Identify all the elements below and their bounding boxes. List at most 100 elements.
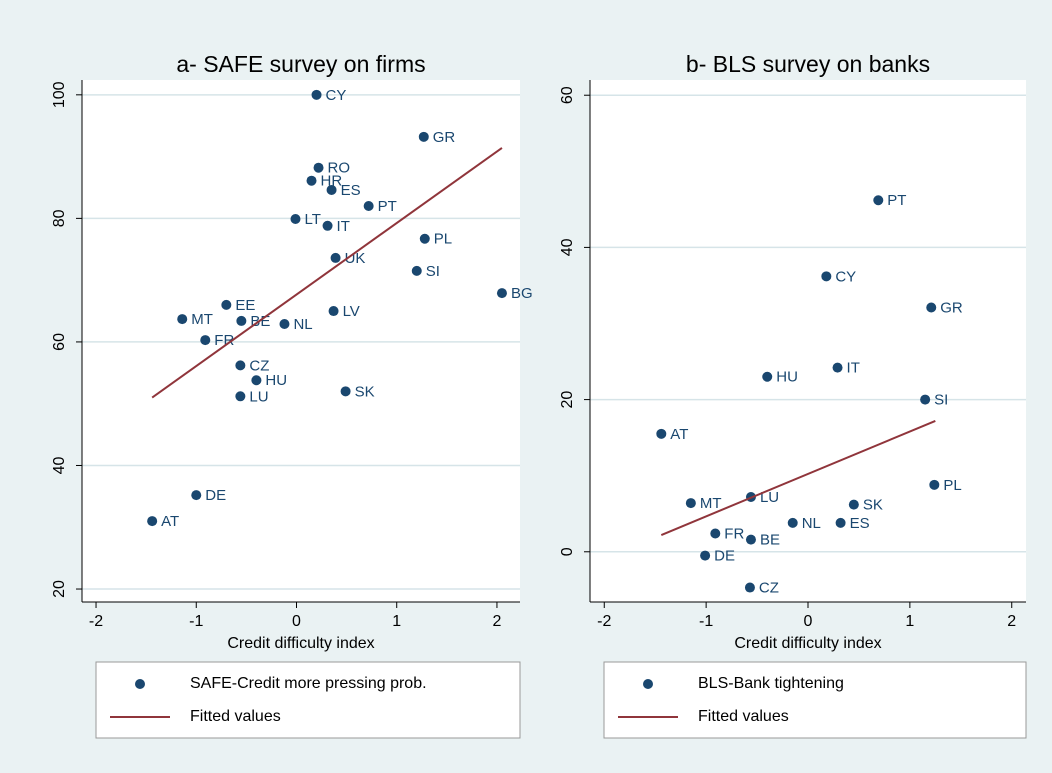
plot-area: [82, 80, 520, 602]
point-label: DE: [205, 487, 226, 504]
point-label: SI: [934, 392, 948, 409]
point: [418, 131, 429, 142]
point-label: CZ: [249, 357, 269, 374]
legend: [95, 661, 521, 739]
point: [235, 391, 246, 402]
point-label: CY: [835, 268, 856, 285]
point: [326, 184, 337, 195]
point-label: PT: [887, 192, 906, 209]
chart-title: b- BLS survey on banks: [686, 51, 930, 77]
point: [221, 299, 232, 310]
point: [306, 175, 317, 186]
point-label: SK: [355, 383, 375, 400]
fitted-line: [151, 147, 503, 399]
point-label: EE: [235, 297, 255, 314]
legend: [603, 661, 1027, 739]
point-label: ES: [341, 182, 361, 199]
point: [920, 394, 931, 405]
point-label: MT: [191, 311, 213, 328]
point: [311, 89, 322, 100]
point: [835, 517, 846, 528]
point-label: FR: [724, 525, 744, 542]
point-label: GR: [940, 299, 963, 316]
point-label: ES: [850, 515, 870, 532]
point: [873, 195, 884, 206]
point: [832, 362, 843, 373]
fitted-line: [660, 419, 936, 536]
point-label: LV: [343, 303, 360, 320]
point: [821, 271, 832, 282]
point: [762, 371, 773, 382]
point-label: SI: [426, 263, 440, 280]
point-label: CY: [326, 87, 347, 104]
point-label: DE: [714, 548, 735, 565]
point-label: LT: [304, 211, 320, 228]
point: [313, 162, 324, 173]
point-label: MT: [700, 495, 722, 512]
x-tick-label: 1: [905, 613, 914, 630]
y-tick-label: 100: [51, 81, 68, 108]
point: [147, 516, 158, 527]
point-label: RO: [328, 160, 351, 177]
x-axis-label: Credit difficulty index: [734, 635, 881, 652]
point: [177, 314, 188, 325]
point-label: UK: [345, 250, 366, 267]
point: [787, 517, 798, 528]
point-label: BE: [760, 532, 780, 549]
point: [685, 498, 696, 509]
point-label: LU: [249, 388, 268, 405]
point-label: IT: [847, 360, 860, 377]
plot-area: [590, 80, 1026, 602]
x-tick-label: 1: [392, 613, 401, 630]
point-label: PT: [378, 198, 397, 215]
point: [656, 428, 667, 439]
y-tick-label: 40: [51, 456, 68, 474]
point: [710, 528, 721, 539]
point-label: NL: [802, 515, 821, 532]
point: [251, 375, 262, 386]
point: [191, 490, 202, 501]
point: [328, 306, 339, 317]
y-tick-label: 20: [559, 391, 576, 409]
point: [700, 550, 711, 561]
y-tick-label: 0: [559, 547, 576, 556]
point-label: NL: [293, 316, 312, 333]
y-tick-label: 20: [51, 580, 68, 598]
point-label: CZ: [759, 580, 779, 597]
point: [926, 302, 937, 313]
legend-swatch: [643, 679, 653, 689]
point: [235, 360, 246, 371]
point: [340, 386, 351, 397]
point: [848, 499, 859, 510]
point: [496, 288, 507, 299]
point-label: HU: [776, 369, 798, 386]
point: [419, 233, 430, 244]
point: [744, 582, 755, 593]
x-tick-label: -1: [699, 613, 713, 630]
legend-label: SAFE-Credit more pressing prob.: [190, 675, 427, 692]
point-label: AT: [161, 513, 179, 530]
y-tick-label: 80: [51, 209, 68, 227]
y-tick-label: 40: [559, 238, 576, 256]
point-label: PL: [434, 231, 452, 248]
point-label: IT: [337, 218, 350, 235]
x-tick-label: 2: [492, 613, 501, 630]
point: [330, 252, 341, 263]
x-tick-label: -1: [189, 613, 203, 630]
point-label: FR: [214, 332, 234, 349]
legend-label: BLS-Bank tightening: [698, 675, 844, 692]
x-tick-label: 2: [1007, 613, 1016, 630]
point-label: GR: [433, 129, 456, 146]
x-axis-label: Credit difficulty index: [227, 635, 374, 652]
point: [236, 315, 247, 326]
point: [363, 201, 374, 212]
legend-swatch: [135, 679, 145, 689]
point-label: SK: [863, 497, 883, 514]
chart-title: a- SAFE survey on firms: [176, 51, 425, 77]
point-label: AT: [670, 426, 688, 443]
point: [929, 479, 940, 490]
point-label: HU: [265, 372, 287, 389]
x-tick-label: 0: [804, 613, 813, 630]
x-tick-label: 0: [292, 613, 301, 630]
